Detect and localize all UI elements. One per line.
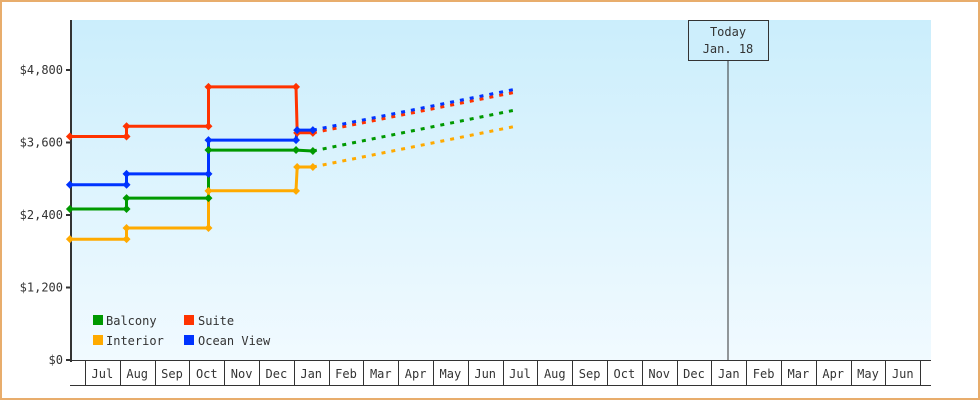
- data-point-balcony: [204, 146, 213, 155]
- legend-label-ocean-view: Ocean View: [198, 334, 271, 348]
- x-tick-label: May: [440, 367, 462, 381]
- x-tick-label: Dec: [266, 367, 288, 381]
- x-tick-label: Jan: [718, 367, 740, 381]
- y-tick-label: $4,800: [20, 63, 63, 77]
- data-point-ocean-view: [308, 126, 317, 135]
- x-tick-label: May: [857, 367, 879, 381]
- y-tick-label: $2,400: [20, 208, 63, 222]
- today-marker: Today Jan. 18: [688, 20, 769, 360]
- x-tick-label: Oct: [196, 367, 218, 381]
- data-point-suite: [122, 122, 131, 131]
- x-axis: Jul Aug Sep Oct Nov Dec Jan Feb Mar Apr May Jun Jul A…: [70, 360, 931, 386]
- x-tick-label: Nov: [231, 367, 253, 381]
- projection-line-suite: [312, 90, 517, 135]
- data-point-suite: [204, 82, 213, 91]
- x-tick-label: Jul: [509, 367, 531, 381]
- plot-area: [71, 20, 931, 360]
- data-point-ocean-view: [204, 136, 213, 145]
- data-point-suite: [65, 132, 74, 141]
- data-point-suite: [292, 82, 301, 91]
- data-point-interior: [122, 223, 131, 232]
- y-tick-label: $1,200: [20, 281, 63, 295]
- projection-line-balcony: [312, 108, 517, 153]
- data-point-ocean-view: [65, 180, 74, 189]
- x-tick-label: Mar: [370, 367, 392, 381]
- x-tick-label: Sep: [579, 367, 601, 381]
- x-tick-label: Jul: [92, 367, 114, 381]
- legend-swatch-ocean-view: [184, 335, 194, 345]
- x-tick-label: Feb: [753, 367, 775, 381]
- projection-line-interior: [312, 124, 517, 169]
- data-point-balcony: [292, 146, 301, 155]
- x-tick-label: Jun: [474, 367, 496, 381]
- data-point-ocean-view: [293, 126, 302, 135]
- data-point-interior: [204, 223, 213, 232]
- data-point-balcony: [122, 204, 131, 213]
- y-tick-label: $0: [49, 353, 63, 367]
- x-tick-label: Feb: [335, 367, 357, 381]
- x-tick-label: Mar: [788, 367, 810, 381]
- x-tick-label: Jun: [892, 367, 914, 381]
- data-point-interior: [122, 235, 131, 244]
- x-tick-label: Aug: [126, 367, 148, 381]
- legend-label-balcony: Balcony: [106, 314, 157, 328]
- data-point-ocean-view: [292, 136, 301, 145]
- legend: Balcony Suite Interior Ocean View: [93, 314, 271, 348]
- legend-swatch-balcony: [93, 315, 103, 325]
- today-date: Jan. 18: [703, 42, 754, 56]
- data-point-interior: [65, 235, 74, 244]
- data-point-suite: [204, 122, 213, 131]
- x-tick-label: Sep: [161, 367, 183, 381]
- legend-label-interior: Interior: [106, 334, 164, 348]
- legend-swatch-interior: [93, 335, 103, 345]
- data-point-interior: [292, 186, 301, 195]
- data-point-ocean-view: [122, 180, 131, 189]
- data-point-interior: [308, 162, 317, 171]
- data-point-balcony: [65, 204, 74, 213]
- data-point-balcony: [204, 194, 213, 203]
- data-point-ocean-view: [122, 169, 131, 178]
- x-tick-label: Jan: [300, 367, 322, 381]
- data-point-ocean-view: [204, 169, 213, 178]
- legend-swatch-suite: [184, 315, 194, 325]
- x-tick-label: Apr: [822, 367, 844, 381]
- y-axis: $0 $1,200 $2,400 $3,600 $4,800: [20, 20, 72, 367]
- x-tick-label: Apr: [405, 367, 427, 381]
- today-box: [688, 20, 769, 61]
- data-point-interior: [293, 162, 302, 171]
- series-group: [65, 82, 517, 244]
- data-point-balcony: [122, 194, 131, 203]
- x-tick-label: Oct: [614, 367, 636, 381]
- x-tick-label: Aug: [544, 367, 566, 381]
- data-point-balcony: [308, 146, 317, 155]
- projection-line-ocean-view: [312, 87, 517, 132]
- y-tick-label: $3,600: [20, 136, 63, 150]
- legend-label-suite: Suite: [198, 314, 234, 328]
- today-label: Today: [710, 25, 746, 39]
- x-tick-label: Dec: [683, 367, 705, 381]
- data-point-interior: [204, 186, 213, 195]
- data-point-suite: [122, 132, 131, 141]
- x-tick-label: Nov: [648, 367, 670, 381]
